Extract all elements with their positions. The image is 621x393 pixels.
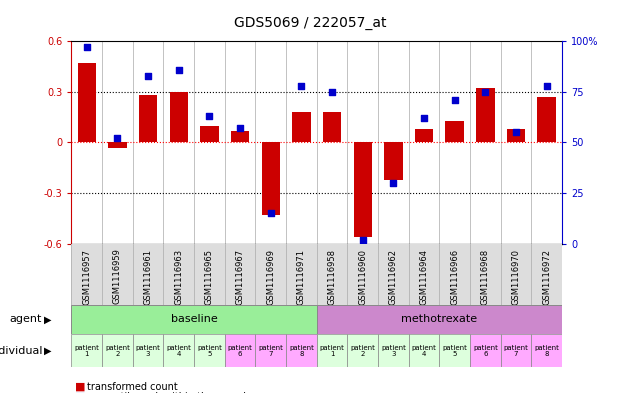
Bar (323, 112, 342, 142)
Text: patient
3: patient 3 (135, 345, 160, 357)
Bar (225, 334, 255, 367)
Bar (255, 334, 286, 367)
Text: ▶: ▶ (43, 346, 51, 356)
Point (481, 89, 491, 95)
Bar (71, 305, 317, 334)
Text: GSM1116959: GSM1116959 (113, 248, 122, 305)
Point (511, 129, 521, 136)
Text: patient
5: patient 5 (442, 345, 467, 357)
Bar (501, 334, 532, 367)
Text: GSM1116970: GSM1116970 (512, 248, 520, 305)
Bar (170, 92, 188, 142)
Bar (102, 334, 133, 367)
Text: GSM1116957: GSM1116957 (82, 248, 91, 305)
Bar (317, 305, 562, 334)
Text: GSM1116962: GSM1116962 (389, 248, 398, 305)
Text: GSM1116967: GSM1116967 (235, 248, 245, 305)
Bar (200, 126, 219, 142)
Text: ■: ■ (75, 382, 85, 392)
Bar (445, 121, 464, 142)
Text: GSM1116971: GSM1116971 (297, 248, 306, 305)
Bar (139, 95, 157, 142)
Bar (194, 334, 225, 367)
Bar (384, 142, 402, 180)
Bar (440, 334, 470, 367)
Bar (378, 334, 409, 367)
Bar (231, 130, 249, 142)
Text: ▶: ▶ (43, 314, 51, 324)
Text: GSM1116964: GSM1116964 (420, 248, 428, 305)
Text: patient
4: patient 4 (412, 345, 437, 357)
Text: methotrexate: methotrexate (401, 314, 478, 324)
Point (82, 44, 92, 50)
Point (419, 115, 429, 121)
Bar (347, 334, 378, 367)
Bar (108, 142, 127, 147)
Text: patient
7: patient 7 (258, 345, 283, 357)
Text: patient
6: patient 6 (228, 345, 253, 357)
Text: patient
1: patient 1 (320, 345, 345, 357)
Bar (133, 334, 163, 367)
Text: GDS5069 / 222057_at: GDS5069 / 222057_at (234, 16, 387, 30)
Text: GSM1116969: GSM1116969 (266, 248, 275, 305)
Bar (71, 244, 562, 305)
Point (204, 113, 214, 119)
Bar (353, 142, 372, 237)
Bar (507, 129, 525, 142)
Point (358, 237, 368, 243)
Text: GSM1116965: GSM1116965 (205, 248, 214, 305)
Text: percentile rank within the sample: percentile rank within the sample (87, 392, 252, 393)
Point (143, 73, 153, 79)
Text: individual: individual (0, 346, 42, 356)
Point (112, 135, 122, 141)
Point (450, 97, 460, 103)
Text: patient
7: patient 7 (504, 345, 528, 357)
Bar (163, 334, 194, 367)
Text: GSM1116961: GSM1116961 (143, 248, 153, 305)
Text: GSM1116958: GSM1116958 (327, 248, 337, 305)
Bar (415, 129, 433, 142)
Point (542, 83, 551, 89)
Text: GSM1116960: GSM1116960 (358, 248, 367, 305)
Text: patient
3: patient 3 (381, 345, 406, 357)
Text: GSM1116972: GSM1116972 (542, 248, 551, 305)
Point (235, 125, 245, 131)
Text: ■: ■ (75, 392, 85, 393)
Bar (261, 142, 280, 215)
Bar (532, 334, 562, 367)
Text: GSM1116963: GSM1116963 (175, 248, 183, 305)
Bar (537, 97, 556, 142)
Bar (470, 334, 501, 367)
Text: transformed count: transformed count (87, 382, 178, 392)
Bar (317, 334, 347, 367)
Text: patient
6: patient 6 (473, 345, 498, 357)
Point (327, 89, 337, 95)
Text: agent: agent (10, 314, 42, 324)
Text: patient
2: patient 2 (105, 345, 130, 357)
Text: patient
4: patient 4 (166, 345, 191, 357)
Text: GSM1116968: GSM1116968 (481, 248, 490, 305)
Text: patient
8: patient 8 (534, 345, 559, 357)
Text: patient
2: patient 2 (350, 345, 375, 357)
Bar (78, 63, 96, 142)
Bar (409, 334, 440, 367)
Point (174, 66, 184, 73)
Point (388, 180, 398, 186)
Bar (292, 112, 310, 142)
Text: GSM1116966: GSM1116966 (450, 248, 459, 305)
Text: patient
1: patient 1 (75, 345, 99, 357)
Bar (286, 334, 317, 367)
Text: baseline: baseline (171, 314, 217, 324)
Point (296, 83, 306, 89)
Text: patient
5: patient 5 (197, 345, 222, 357)
Bar (71, 334, 102, 367)
Point (266, 210, 276, 217)
Bar (476, 88, 494, 142)
Text: patient
8: patient 8 (289, 345, 314, 357)
